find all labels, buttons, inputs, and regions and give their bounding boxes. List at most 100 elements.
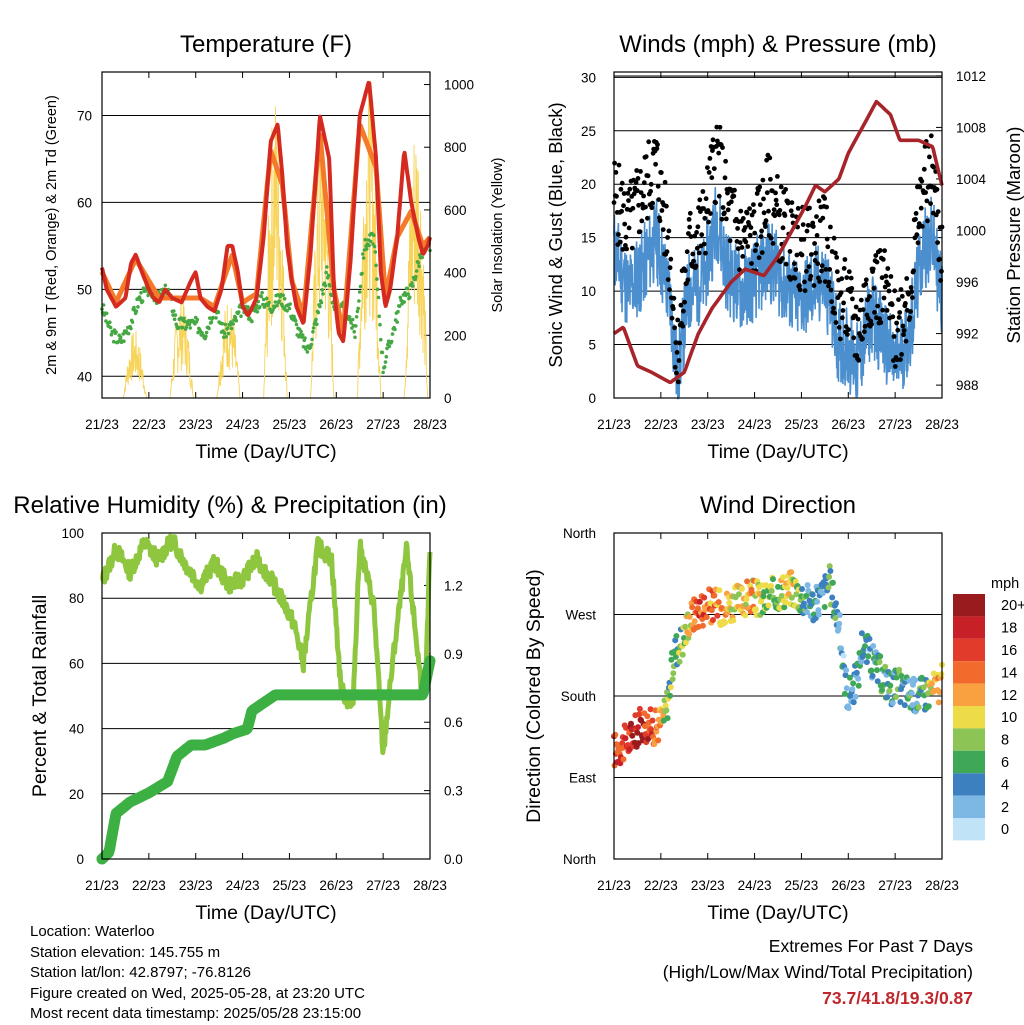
direction-point xyxy=(804,582,811,589)
gust-point xyxy=(649,205,655,211)
dewpoint-point xyxy=(275,293,280,297)
gust-point xyxy=(760,177,766,183)
colorbar-swatch-4 xyxy=(953,683,985,706)
gust-point xyxy=(766,208,771,214)
x-tick-label-0-7: 28/23 xyxy=(413,417,447,432)
gust-point xyxy=(667,265,673,271)
gust-point xyxy=(870,266,876,272)
gust-point xyxy=(748,225,754,231)
gust-point xyxy=(790,213,795,219)
gust-point xyxy=(658,170,664,176)
x-axis-label-2: Time (Day/UTC) xyxy=(195,902,336,924)
gust-point xyxy=(860,307,866,312)
gust-point xyxy=(716,150,722,156)
y-tick-label-3-3: East xyxy=(569,771,596,786)
gust-point xyxy=(908,309,913,314)
gust-point xyxy=(742,225,748,230)
x-tick-label-2-0: 21/23 xyxy=(85,878,119,893)
gust-point xyxy=(670,306,676,312)
dewpoint-point xyxy=(326,273,331,278)
y2-tick-label-0-3: 600 xyxy=(444,203,467,218)
gust-point xyxy=(842,257,848,262)
direction-point xyxy=(742,612,749,619)
dewpoint-point xyxy=(282,297,287,301)
direction-point xyxy=(691,618,698,625)
direction-point xyxy=(730,617,737,624)
colorbar-label-9: 2 xyxy=(1001,800,1009,816)
gust-point xyxy=(858,297,864,303)
gust-point xyxy=(705,165,710,171)
y2-tick-label-2-2: 0.6 xyxy=(444,715,463,730)
direction-point xyxy=(739,585,745,592)
gust-point xyxy=(667,287,672,293)
elevation-text: Station elevation: 145.755 m xyxy=(30,943,221,961)
gust-point xyxy=(725,190,730,196)
y2-tick-label-0-2: 400 xyxy=(444,266,467,281)
gust-point xyxy=(799,252,805,258)
y2-tick-label-0-0: 0 xyxy=(444,391,452,406)
gust-point xyxy=(911,268,916,274)
plot-frame-3 xyxy=(613,532,943,860)
direction-point xyxy=(853,669,860,676)
plot-frame-2 xyxy=(101,532,431,860)
direction-point xyxy=(722,619,728,626)
gust-point xyxy=(884,308,890,313)
direction-point xyxy=(714,612,721,619)
dewpoint-point xyxy=(129,326,133,331)
dewpoint-point xyxy=(260,290,264,295)
y-tick-label-2-3: 60 xyxy=(69,656,84,671)
dewpoint-point xyxy=(139,291,143,295)
gust-point xyxy=(650,200,655,206)
gust-point xyxy=(834,255,840,260)
dewpoint-point xyxy=(293,319,298,323)
dewpoint-point xyxy=(358,284,363,289)
dewpoint-point xyxy=(375,287,380,292)
gust-point xyxy=(885,266,891,271)
direction-point xyxy=(886,687,893,694)
direction-point xyxy=(617,760,624,767)
gust-point xyxy=(706,219,711,225)
gust-point xyxy=(817,279,822,284)
extremes-title: Extremes For Past 7 Days xyxy=(768,936,973,956)
gust-point xyxy=(764,190,770,196)
direction-point xyxy=(765,602,772,609)
dewpoint-point xyxy=(163,283,168,288)
direction-point xyxy=(826,563,833,570)
direction-point xyxy=(667,692,674,699)
y-tick-label-1-6: 30 xyxy=(581,70,596,85)
gust-point xyxy=(761,210,767,216)
direction-point xyxy=(840,652,847,659)
gust-point xyxy=(811,283,817,288)
gust-point xyxy=(722,175,728,181)
gust-point xyxy=(757,202,763,208)
gust-point xyxy=(903,301,908,306)
gust-point xyxy=(873,253,879,258)
gust-point xyxy=(833,320,839,325)
gust-point xyxy=(846,269,852,275)
x-tick-label-2-7: 28/23 xyxy=(413,878,447,893)
gust-point xyxy=(826,279,832,285)
gust-point xyxy=(682,268,688,274)
direction-point xyxy=(870,643,877,649)
direction-point xyxy=(781,604,788,611)
y-tick-label-1-0: 0 xyxy=(588,391,596,406)
direction-point xyxy=(635,740,642,747)
y2-axis-label-1: Station Pressure (Maroon) xyxy=(1003,127,1024,344)
gust-point xyxy=(720,145,725,151)
gust-point xyxy=(706,170,712,175)
gust-point xyxy=(754,242,759,248)
direction-point xyxy=(911,677,918,684)
pressure-line xyxy=(612,99,944,385)
direction-point xyxy=(879,686,886,693)
solar-day-0 xyxy=(122,330,147,399)
colorbar-swatch-1 xyxy=(953,616,985,639)
gust-point xyxy=(831,305,836,311)
x-tick-label-3-6: 27/23 xyxy=(878,878,912,893)
gust-point xyxy=(740,216,746,221)
gust-point xyxy=(731,193,737,199)
chart-title-1: Winds (mph) & Pressure (mb) xyxy=(619,31,936,58)
gust-point xyxy=(775,174,780,179)
dewpoint-point xyxy=(143,289,148,293)
gust-point xyxy=(727,238,733,244)
gust-point xyxy=(881,295,887,301)
